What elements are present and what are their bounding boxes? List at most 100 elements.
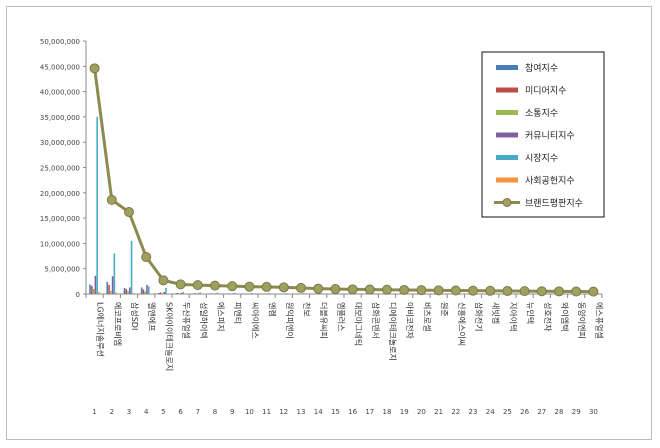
rank-label: 20 bbox=[417, 408, 426, 416]
y-tick-label: 40,000,000 bbox=[40, 89, 80, 97]
category-label: 엘앤에프 bbox=[147, 302, 157, 331]
line-point bbox=[124, 207, 134, 218]
line-point bbox=[227, 281, 238, 292]
category-label: 신흥에스이씨 bbox=[457, 302, 467, 346]
line-point bbox=[554, 286, 564, 297]
category-label: 아비코전자 bbox=[405, 302, 415, 339]
bar bbox=[180, 292, 183, 294]
line-point bbox=[450, 285, 461, 296]
rank-label: 1 bbox=[92, 408, 96, 416]
rank-label: 3 bbox=[127, 408, 131, 416]
bar bbox=[192, 293, 195, 294]
category-label: 엠플러스 bbox=[336, 302, 346, 331]
category-label: 동양이엔피 bbox=[577, 302, 587, 339]
bar bbox=[161, 293, 164, 294]
bar bbox=[123, 287, 126, 294]
line-point bbox=[416, 285, 427, 296]
y-tick-label: 10,000,000 bbox=[40, 240, 80, 248]
rank-label: 6 bbox=[178, 408, 183, 416]
bar bbox=[266, 293, 269, 294]
rank-label: 7 bbox=[196, 408, 200, 416]
rank-label: 19 bbox=[400, 408, 409, 416]
bar bbox=[108, 284, 110, 294]
bar bbox=[228, 293, 231, 294]
bar bbox=[92, 288, 95, 294]
y-tick-label: 5,000,000 bbox=[44, 266, 80, 274]
line-point bbox=[106, 194, 117, 205]
line-point bbox=[571, 286, 582, 297]
legend-marker bbox=[502, 198, 512, 207]
y-tick-label: 25,000,000 bbox=[40, 165, 80, 173]
line-point bbox=[330, 284, 341, 295]
rank-label: 24 bbox=[486, 408, 495, 416]
bar bbox=[140, 287, 143, 294]
legend-swatch bbox=[496, 87, 518, 93]
category-label: 에스피지 bbox=[216, 302, 225, 331]
category-label: 원익피앤이 bbox=[285, 302, 295, 339]
rank-label: 10 bbox=[245, 408, 254, 416]
rank-label: 17 bbox=[365, 408, 374, 416]
bar bbox=[251, 292, 253, 294]
category-label: 엔켐 bbox=[268, 302, 278, 317]
chart-frame: 0 5,000,000 10,000,000 15,000,000 20,000,000… bbox=[6, 6, 652, 440]
rank-label: 14 bbox=[314, 408, 323, 416]
rank-label: 5 bbox=[161, 408, 165, 416]
bar bbox=[177, 292, 179, 294]
rank-label: 29 bbox=[572, 408, 581, 416]
bar bbox=[216, 292, 219, 294]
legend-label: 커뮤니티지수 bbox=[525, 131, 575, 142]
bar bbox=[147, 286, 150, 294]
rank-label: 26 bbox=[520, 408, 529, 416]
rank-label: 13 bbox=[297, 408, 306, 416]
bar bbox=[211, 293, 214, 294]
line-point bbox=[192, 280, 203, 291]
bar bbox=[245, 293, 248, 294]
category-label: 성일하이텍 bbox=[199, 302, 209, 339]
bar bbox=[337, 293, 339, 294]
bar bbox=[159, 292, 162, 294]
category-label: SK아이이테크놀로지 bbox=[164, 302, 174, 371]
legend-label: 미디어지수 bbox=[525, 86, 566, 97]
bar bbox=[130, 240, 133, 294]
bar bbox=[113, 253, 116, 294]
category-label: 에코프로비엠 bbox=[113, 302, 123, 346]
category-label: 씨아이에스 bbox=[250, 302, 260, 339]
bar bbox=[132, 292, 135, 294]
brand-reputation-chart: 0 5,000,000 10,000,000 15,000,000 20,000,000… bbox=[40, 38, 605, 416]
line-point bbox=[210, 280, 220, 291]
bar bbox=[144, 291, 146, 294]
rank-label: 25 bbox=[503, 408, 512, 416]
line-point bbox=[433, 285, 444, 296]
legend-label: 소통지수 bbox=[525, 108, 558, 119]
rank-label: 12 bbox=[279, 408, 288, 416]
rank-label: 28 bbox=[555, 408, 564, 416]
bar bbox=[106, 281, 109, 294]
y-tick-label: 45,000,000 bbox=[40, 63, 80, 71]
bar bbox=[354, 293, 356, 294]
y-tick-label: 50,000,000 bbox=[40, 38, 80, 46]
line-point bbox=[399, 284, 410, 295]
y-tick-label: 15,000,000 bbox=[40, 215, 80, 223]
bar bbox=[163, 291, 165, 294]
bar bbox=[319, 293, 322, 294]
rank-label: 9 bbox=[230, 408, 234, 416]
line-point bbox=[261, 281, 272, 292]
bar bbox=[175, 293, 177, 294]
category-label: 에스퓨얼셀 bbox=[594, 302, 604, 339]
category-label: 더블유씨피 bbox=[319, 302, 329, 339]
line-point bbox=[89, 63, 100, 74]
line-point bbox=[244, 281, 255, 292]
category-label: LG에너지솔루션 bbox=[96, 302, 106, 357]
category-label: 비츠로셀 bbox=[422, 302, 432, 331]
category-label: 삼화전기 bbox=[474, 302, 484, 331]
bar bbox=[285, 293, 288, 294]
legend-swatch bbox=[496, 132, 518, 138]
line-point bbox=[175, 279, 186, 290]
line-point bbox=[141, 252, 152, 263]
y-tick-label: 0 bbox=[76, 291, 80, 299]
bar bbox=[158, 292, 160, 294]
bar bbox=[115, 292, 117, 294]
bar bbox=[215, 293, 217, 294]
bar bbox=[111, 276, 114, 294]
line-point bbox=[313, 283, 324, 294]
